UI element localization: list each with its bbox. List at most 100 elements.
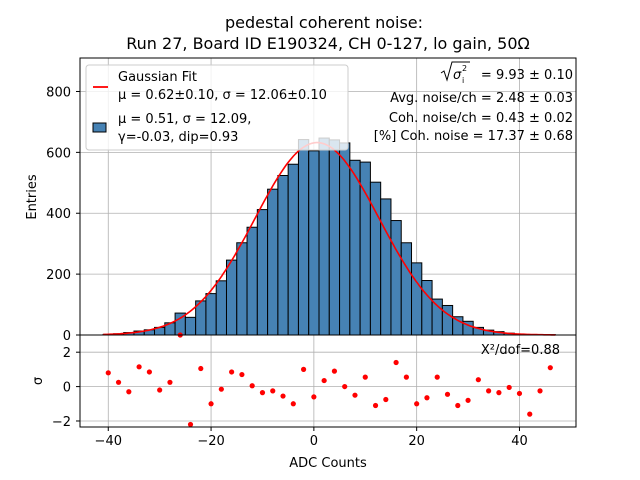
residual-point [383, 396, 389, 403]
main-y-tick-label-0: 0 [63, 329, 71, 344]
x-tick-label-2: 0 [310, 434, 318, 449]
main-y-tick-label-4: 800 [46, 85, 71, 100]
legend-box [85, 64, 349, 151]
residual-grid [80, 335, 576, 427]
residual-point [259, 390, 266, 396]
residual-point [167, 379, 173, 385]
residual-plot-frame [79, 334, 577, 428]
histogram-bar [349, 159, 361, 336]
annotation-coh-noise: Coh. noise/ch = 0.43 ± 0.02 [389, 111, 573, 126]
histogram-bars [102, 137, 556, 336]
residual-point [465, 397, 471, 403]
main-y-tick-label-1: 200 [46, 268, 71, 283]
residual-point [198, 365, 204, 372]
x-axis-label: ADC Counts [289, 456, 367, 471]
residual-point [270, 388, 276, 394]
residual-y-tick-label-2: −2 [52, 415, 71, 430]
residual-point [331, 368, 338, 374]
residual-point [362, 374, 368, 380]
residual-point [527, 411, 533, 417]
residual-point [403, 374, 409, 380]
residual-point [372, 402, 379, 409]
histogram-bar [421, 280, 433, 336]
residual-point [424, 395, 430, 401]
histogram-bar [184, 316, 197, 336]
histogram-bar [267, 188, 279, 336]
residual-point [280, 393, 286, 399]
residual-point [157, 387, 163, 393]
annotation-avg-noise: Avg. noise/ch = 2.48 ± 0.03 [390, 91, 573, 106]
annotation-rms-noise: = 9.93 ± 0.10 [481, 68, 573, 83]
histogram-bar [215, 280, 227, 336]
x-tick-label-4: 40 [511, 434, 528, 449]
residual-point [444, 391, 451, 397]
residual-y-tick-label-0: 2 [63, 346, 71, 361]
x-tick-label-0: −40 [95, 434, 122, 449]
histogram-bar [328, 139, 341, 336]
chart-title: pedestal coherent noise: [225, 13, 423, 32]
residual-point [290, 401, 296, 407]
residual-point [393, 359, 399, 366]
histogram-bar [339, 142, 351, 336]
histogram-bar [287, 163, 299, 336]
histogram-bar [256, 209, 269, 336]
residual-point [537, 388, 543, 394]
histogram-bar [297, 139, 310, 336]
main-y-tick-label-2: 400 [46, 207, 71, 222]
x-tick-label-3: 20 [408, 434, 425, 449]
residual-point [105, 370, 111, 376]
annotation-coh-percent: [%] Coh. noise = 17.37 ± 0.68 [374, 129, 573, 144]
residual-point [115, 379, 122, 385]
histogram-bar [205, 293, 217, 336]
residual-point [300, 366, 307, 372]
residual-points [105, 332, 553, 428]
main-axis-ticks: 0 200 400 600 800 [46, 85, 80, 344]
residual-point [136, 364, 142, 370]
histogram-bar [236, 242, 248, 336]
legend: Gaussian Fit μ = 0.62±0.10, σ = 12.06±0.… [85, 64, 349, 151]
residual-point [321, 377, 327, 384]
histogram-bar [431, 298, 443, 336]
histogram-bar [411, 262, 423, 336]
residual-point [239, 371, 245, 378]
histogram-bar [380, 198, 392, 336]
residual-point [516, 390, 523, 397]
residual-point [455, 402, 461, 409]
histogram-bar [246, 226, 258, 336]
histogram-bar [277, 174, 289, 336]
residual-y-tick-label-1: 0 [63, 381, 71, 396]
residual-point [146, 369, 152, 375]
sqrt-radical [440, 61, 470, 82]
histogram-bar [318, 137, 330, 336]
legend-hist-params: μ = 0.51, σ = 12.09, [118, 112, 251, 127]
residual-point [218, 386, 224, 392]
residual-point [547, 365, 553, 371]
histogram-bar [441, 304, 454, 336]
residual-chi2-label: X²/dof=0.88 [481, 343, 560, 358]
residual-point [486, 388, 492, 394]
legend-fit-name: Gaussian Fit [118, 70, 197, 85]
histogram-bar [225, 259, 238, 336]
noise-sigma-symbol: σ [453, 68, 462, 83]
legend-fit-params: μ = 0.62±0.10, σ = 12.06±0.10 [118, 88, 327, 103]
residual-point [496, 390, 502, 396]
residual-point [506, 384, 512, 391]
residual-point [352, 392, 358, 398]
residual-point [434, 374, 440, 380]
main-y-axis-label: Entries [25, 174, 40, 220]
residual-point [208, 401, 214, 407]
residual-point [126, 389, 132, 395]
residual-point [414, 401, 420, 407]
histogram-bar [452, 316, 464, 336]
noise-sigma-sup: 2 [462, 64, 467, 73]
residual-point [475, 377, 481, 383]
legend-hist-swatch [92, 122, 107, 133]
histogram-bar [308, 150, 320, 336]
residual-point [187, 421, 194, 428]
residual-point [249, 383, 255, 389]
legend-hist-shape: γ=-0.03, dip=0.93 [118, 130, 238, 145]
residual-y-axis-label: σ [31, 377, 46, 385]
histogram-bar [400, 242, 413, 336]
